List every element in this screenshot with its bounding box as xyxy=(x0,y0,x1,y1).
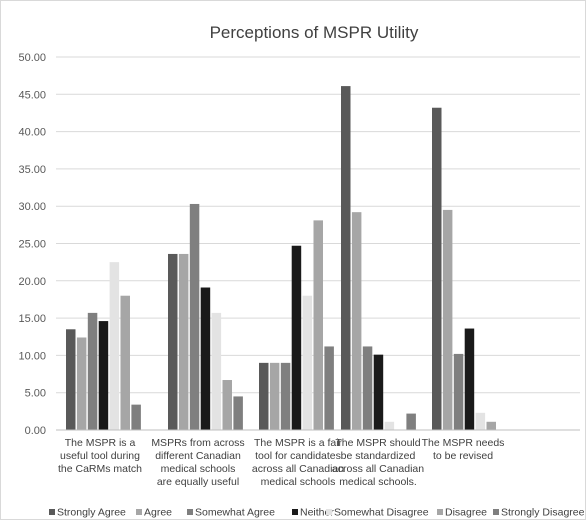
y-tick-label: 15.00 xyxy=(18,313,46,325)
x-category-label-line: The MSPR should xyxy=(335,437,420,449)
y-tick-label: 40.00 xyxy=(18,127,46,139)
x-category-label-line: MSPRs from across xyxy=(151,437,244,449)
legend-label: Neither xyxy=(300,507,334,519)
bar-somewhat-disagree xyxy=(109,262,120,430)
y-tick-label: 25.00 xyxy=(18,239,46,251)
y-tick-label: 30.00 xyxy=(18,201,46,213)
y-tick-label: 35.00 xyxy=(18,164,46,176)
bar-strongly-disagree xyxy=(406,413,416,430)
bar-neither xyxy=(464,328,475,430)
bar-somewhat-disagree xyxy=(475,412,486,430)
bar-neither xyxy=(373,354,384,430)
x-category-label-line: useful tool during xyxy=(60,450,140,462)
x-category-label-line: to be revised xyxy=(433,450,493,462)
bar-somewhat-agree xyxy=(189,203,200,430)
legend-swatch xyxy=(136,509,142,515)
bar-strongly-disagree xyxy=(233,396,243,430)
x-category-label-line: across all Canadian xyxy=(332,463,424,475)
x-category-label: The MSPR is a fair tool for candidates acr… xyxy=(252,437,344,488)
x-category-label-line: the CaRMs match xyxy=(58,463,142,475)
legend-swatch xyxy=(437,509,443,515)
x-category-label-line: across all Canadian xyxy=(252,463,344,475)
bar-disagree xyxy=(120,295,130,430)
bar-agree xyxy=(76,337,87,430)
y-tick-label: 0.00 xyxy=(25,425,46,437)
legend-label: Agree xyxy=(144,507,172,519)
x-category-label: The MSPR needs to be revised xyxy=(422,437,505,462)
x-category-label: MSPRs from across different Canadian medic… xyxy=(151,437,244,488)
bar-agree xyxy=(351,212,362,430)
bar-strongly-agree xyxy=(168,253,178,430)
legend-swatch xyxy=(292,509,298,515)
legend-label: Strongly Agree xyxy=(57,507,126,519)
x-axis-category-labels: The MSPR is a useful tool during the CaRMs… xyxy=(58,437,504,488)
bars xyxy=(66,86,496,431)
bar-neither xyxy=(98,321,109,430)
gridlines xyxy=(56,56,580,394)
x-category-label: The MSPR should be standardized across all… xyxy=(332,437,424,488)
x-category-label-line: are equally useful xyxy=(157,476,239,488)
bar-somewhat-agree xyxy=(453,353,464,430)
legend-label: Somewhat Disagree xyxy=(334,507,429,519)
bar-neither xyxy=(291,245,302,430)
y-tick-label: 50.00 xyxy=(18,52,46,64)
y-tick-label: 45.00 xyxy=(18,89,46,101)
y-tick-label: 20.00 xyxy=(18,276,46,288)
legend-label: Disagree xyxy=(445,507,487,519)
bar-strongly-agree xyxy=(259,362,269,430)
x-category-label-line: The MSPR needs xyxy=(422,437,505,449)
x-category-label-line: The MSPR is a xyxy=(65,437,136,449)
bar-somewhat-disagree xyxy=(211,312,222,430)
x-category-label-line: different Canadian xyxy=(155,450,241,462)
y-tick-label: 10.00 xyxy=(18,350,46,362)
x-category-label-line: medical schools xyxy=(161,463,236,475)
bar-agree xyxy=(442,209,453,430)
legend: Strongly Agree Agree Somewhat Agree Neither… xyxy=(49,507,585,519)
bar-somewhat-agree xyxy=(362,346,373,430)
bar-disagree xyxy=(486,421,496,430)
chart-title: Perceptions of MSPR Utility xyxy=(210,23,419,42)
bar-somewhat-agree xyxy=(87,312,98,430)
bar-strongly-agree xyxy=(66,329,76,430)
x-category-label-line: medical schools. xyxy=(339,476,417,488)
legend-swatch xyxy=(187,509,193,515)
bar-disagree xyxy=(313,220,323,430)
x-category-label: The MSPR is a useful tool during the CaRMs… xyxy=(58,437,142,475)
y-axis-tick-labels: 0.00 5.00 10.00 15.00 20.00 25.00 30.00 35.00 40… xyxy=(18,52,46,437)
bar-somewhat-agree xyxy=(280,362,291,430)
bar-strongly-agree xyxy=(341,86,351,431)
legend-label: Strongly Disagree xyxy=(501,507,585,519)
x-category-label-line: be standardized xyxy=(341,450,416,462)
legend-swatch xyxy=(326,509,332,515)
bar-neither xyxy=(200,287,211,430)
legend-label: Somewhat Agree xyxy=(195,507,275,519)
bar-strongly-disagree xyxy=(131,404,141,430)
bar-strongly-agree xyxy=(432,107,442,430)
x-category-label-line: medical schools xyxy=(261,476,336,488)
bar-strongly-disagree xyxy=(324,346,334,430)
x-category-label-line: tool for candidates xyxy=(255,450,341,462)
bar-agree xyxy=(178,253,189,430)
y-tick-label: 5.00 xyxy=(25,388,46,400)
legend-swatch xyxy=(493,509,499,515)
bar-agree xyxy=(269,362,280,430)
legend-swatch xyxy=(49,509,55,515)
x-category-label-line: The MSPR is a fair xyxy=(254,437,343,449)
bar-disagree xyxy=(222,380,232,430)
bar-somewhat-disagree xyxy=(302,295,313,430)
bar-somewhat-disagree xyxy=(384,421,395,430)
